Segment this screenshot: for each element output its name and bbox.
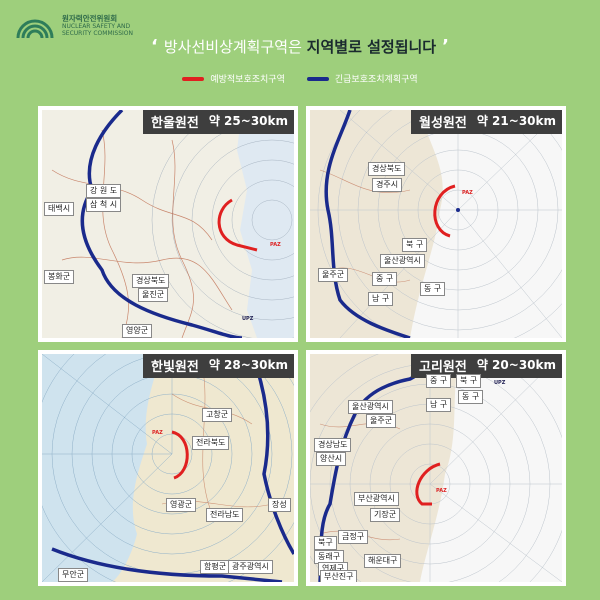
kori-title: 고리원전 약 20~30km xyxy=(411,354,562,378)
kori-label-yangsan: 양산시 xyxy=(316,452,347,466)
hanbit-map xyxy=(42,354,294,582)
kori-paz-label: PAZ xyxy=(436,488,447,494)
kori-label-bukgu: 북 구 xyxy=(456,374,482,388)
wolseong-label-namgu: 남 구 xyxy=(368,292,394,306)
hanbit-label-muan: 무안군 xyxy=(58,568,89,582)
map-panel-kori: 고리원전 약 20~30km 중 구 북 구 동 구 남 구 울산광역시 울주군 … xyxy=(306,350,566,586)
wolseong-title-range: 약 21~30km xyxy=(476,114,556,128)
logo-name-ko: 원자력안전위원회 xyxy=(62,14,118,23)
map-panel-hanul: 한울원전 약 25~30km 강 원 도 삼 척 시 태백시 봉화군 경상북도 울… xyxy=(38,106,298,342)
wolseong-paz-label: PAZ xyxy=(462,190,473,196)
kori-label-namgu: 남 구 xyxy=(426,398,452,412)
kori-label-gijang: 기장군 xyxy=(370,508,401,522)
wolseong-label-gyeongbuk: 경상북도 xyxy=(368,162,406,176)
kori-label-ulju: 울주군 xyxy=(366,414,397,428)
hanul-map xyxy=(42,110,294,338)
hanul-label-taebaek: 태백시 xyxy=(44,202,75,216)
hanul-label-samcheok: 삼 척 시 xyxy=(86,198,122,212)
wolseong-map xyxy=(310,110,562,338)
kori-label-haeundae: 해운대구 xyxy=(364,554,402,568)
hanul-label-yeongyang: 영양군 xyxy=(122,324,153,338)
logo-name-en-2: SECURITY COMMISSION xyxy=(62,30,133,37)
wolseong-label-junggu: 중 구 xyxy=(372,272,398,286)
map-panel-wolseong: 월성원전 약 21~30km 경상북도 경주시 북 구 울산광역시 울주군 중 구… xyxy=(306,106,566,342)
headline-prefix: 방사선비상계획구역은 xyxy=(163,38,302,56)
wolseong-label-gyeongju: 경주시 xyxy=(372,178,403,192)
hanul-label-uljin: 울진군 xyxy=(138,288,169,302)
wolseong-label-ulju: 울주군 xyxy=(318,268,349,282)
hanul-label-gyeongbuk: 경상북도 xyxy=(132,274,170,288)
hanbit-label-jeonnam: 전라남도 xyxy=(206,508,244,522)
hanbit-label-gwangju: 광주광역시 xyxy=(228,560,273,574)
logo-name-en-1: NUCLEAR SAFETY AND xyxy=(62,23,131,30)
hanul-label-gangwon: 강 원 도 xyxy=(86,184,122,198)
quote-close-icon: ’ xyxy=(442,36,449,57)
hanul-title-range: 약 25~30km xyxy=(208,114,288,128)
wolseong-title-name: 월성원전 xyxy=(419,116,467,131)
nssc-logo: 원자력안전위원회 NUCLEAR SAFETY AND SECURITY COM… xyxy=(14,12,133,40)
kori-title-range: 약 20~30km xyxy=(476,358,556,372)
kori-label-donggu: 동 구 xyxy=(458,390,484,404)
quote-open-icon: ‘ xyxy=(151,36,158,57)
hanbit-label-hampyeong: 함평군 xyxy=(200,560,231,574)
kori-label-geumjeong: 금정구 xyxy=(338,530,369,544)
legend-label-upz: 긴급보호조치계획구역 xyxy=(334,75,418,85)
hanul-title: 한울원전 약 25~30km xyxy=(143,110,294,134)
hanbit-label-jeonbuk: 전라북도 xyxy=(192,436,230,450)
hanbit-title-name: 한빛원전 xyxy=(151,360,199,375)
kori-label-ulsan: 울산광역시 xyxy=(348,400,393,414)
hanul-upz-label: UPZ xyxy=(242,316,254,322)
kori-label-busan: 부산광역시 xyxy=(354,492,399,506)
wolseong-label-donggu: 동 구 xyxy=(420,282,446,296)
hanbit-label-yeonggwang: 영광군 xyxy=(166,498,197,512)
wolseong-label-bukgu: 북 구 xyxy=(402,238,428,252)
hanbit-title: 한빛원전 약 28~30km xyxy=(143,354,294,378)
kori-label-busanjin: 부산진구 xyxy=(320,570,358,582)
hanul-title-name: 한울원전 xyxy=(151,116,199,131)
headline-emphasis: 지역별로 설정됩니다 xyxy=(306,38,437,56)
legend-label-paz: 예방적보호조치구역 xyxy=(210,75,285,85)
logo-text: 원자력안전위원회 NUCLEAR SAFETY AND SECURITY COM… xyxy=(62,15,133,37)
hanul-label-bonghwa: 봉화군 xyxy=(44,270,75,284)
kori-label-bukgu-busan: 북구 xyxy=(314,536,337,550)
map-panel-hanbit: 한빛원전 약 28~30km 고창군 전라북도 영광군 전라남도 장성 무안군 함… xyxy=(38,350,298,586)
hanbit-label-gochang: 고창군 xyxy=(202,408,233,422)
hanbit-label-jangseong: 장성 xyxy=(268,498,291,512)
legend-blue-line xyxy=(306,76,329,81)
kori-title-name: 고리원전 xyxy=(419,360,467,375)
hanbit-title-range: 약 28~30km xyxy=(208,358,288,372)
legend-item-upz: 긴급보호조치계획구역 xyxy=(306,72,418,85)
headline: ‘ 방사선비상계획구역은 지역별로 설정됩니다 ’ xyxy=(0,36,600,57)
kori-label-gyeongnam: 경상남도 xyxy=(314,438,352,452)
kori-upz-label: UPZ xyxy=(494,380,506,386)
wolseong-label-ulsan: 울산광역시 xyxy=(380,254,425,268)
legend: 예방적보호조치구역 긴급보호조치계획구역 xyxy=(0,72,600,85)
legend-red-line xyxy=(182,76,205,81)
legend-item-paz: 예방적보호조치구역 xyxy=(182,72,285,85)
kori-label-junggu: 중 구 xyxy=(426,374,452,388)
nssc-emblem-icon xyxy=(16,19,54,39)
kori-map xyxy=(310,354,562,582)
wolseong-title: 월성원전 약 21~30km xyxy=(411,110,562,134)
hanul-paz-label: PAZ xyxy=(270,242,281,248)
hanbit-paz-label: PAZ xyxy=(152,430,163,436)
